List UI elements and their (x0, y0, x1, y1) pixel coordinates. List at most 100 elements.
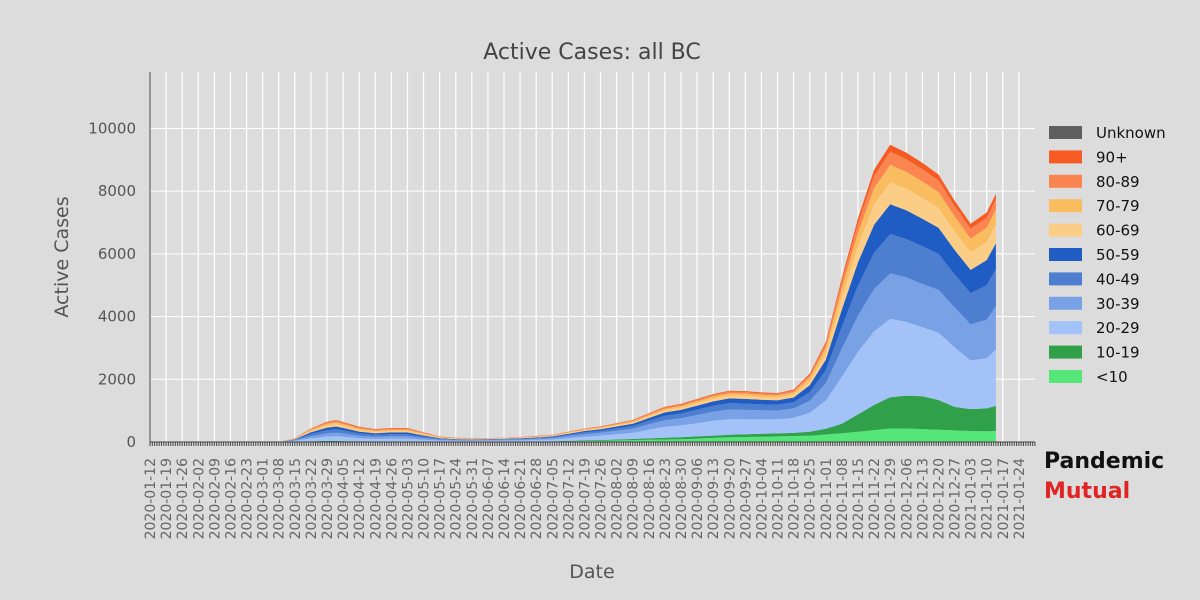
x-tick-label: 2021-01-24 (1012, 458, 1028, 539)
legend-item: 60-69 (1049, 222, 1140, 240)
y-tick-label: 4000 (98, 308, 136, 326)
x-tick-label: 2020-05-10 (417, 458, 433, 539)
x-tick-label: 2020-03-15 (288, 458, 304, 539)
x-tick-label: 2020-08-09 (626, 458, 642, 539)
x-tick-label: 2020-06-07 (481, 458, 497, 539)
x-tick-label: 2020-05-03 (401, 458, 417, 539)
x-tick-label: 2020-05-24 (449, 458, 465, 539)
legend-label: 40-49 (1096, 270, 1140, 288)
x-tick-label: 2020-08-30 (674, 458, 690, 539)
area-series (278, 204, 996, 442)
x-tick-label: 2020-03-29 (320, 458, 336, 539)
area-series (278, 164, 996, 443)
legend-item: 40-49 (1049, 270, 1140, 288)
x-ticks: 2020-01-12 2020-01-19 2020-01-26 2020-02-02… (143, 458, 1028, 539)
legend-swatch (1049, 370, 1082, 383)
legend-swatch (1049, 321, 1082, 335)
x-tick-label: 2020-02-16 (224, 458, 240, 539)
x-axis-label: Date (569, 561, 614, 583)
x-tick-label: 2020-12-27 (948, 458, 964, 539)
legend-swatch (1049, 248, 1082, 261)
area-series (278, 151, 996, 442)
legend-label: 30-39 (1096, 295, 1140, 313)
x-tick-label: 2020-03-22 (304, 458, 320, 539)
legend-swatch (1049, 223, 1082, 237)
legend-label: Unknown (1096, 124, 1166, 142)
legend-label: <10 (1096, 368, 1128, 386)
x-tick-label: 2020-05-31 (465, 458, 481, 539)
x-tick-label: 2020-12-20 (932, 458, 948, 539)
brand-pandemic: Pandemic (1044, 449, 1165, 474)
area-series (278, 318, 996, 442)
x-tick-label: 2020-10-18 (787, 458, 803, 539)
legend-item: 30-39 (1049, 295, 1140, 313)
x-tick-label: 2020-02-23 (240, 458, 256, 539)
x-tick-label: 2020-04-26 (384, 458, 400, 539)
legend-swatch (1049, 150, 1082, 164)
legend-item: 50-59 (1049, 246, 1140, 264)
x-tick-label: 2020-03-08 (272, 458, 288, 539)
x-tick-label: 2020-06-14 (497, 458, 513, 539)
x-tick-label: 2020-06-28 (529, 458, 545, 539)
chart-title: Active Cases: all BC (483, 40, 701, 65)
legend-swatch (1049, 345, 1082, 359)
y-axis-label: Active Cases (51, 196, 73, 317)
x-tick-label: 2020-04-12 (352, 458, 368, 539)
y-tick-label: 2000 (98, 370, 136, 388)
stacked-areas (278, 144, 996, 443)
x-tick-label: 2020-10-11 (771, 458, 787, 539)
legend-label: 90+ (1096, 148, 1128, 166)
area-series (278, 182, 996, 442)
x-tick-label: 2020-12-13 (915, 458, 931, 539)
x-tick-label: 2020-10-04 (755, 458, 771, 539)
y-tick-label: 6000 (98, 245, 136, 263)
legend-label: 60-69 (1096, 222, 1140, 240)
x-tick-label: 2020-07-19 (578, 458, 594, 539)
area-series (278, 234, 996, 442)
legend-swatch (1049, 126, 1082, 139)
x-tick-label: 2020-01-12 (143, 458, 159, 539)
x-tick-label: 2020-08-23 (658, 458, 674, 539)
x-tick-label: 2020-02-09 (207, 458, 223, 539)
x-tick-label: 2021-01-03 (964, 458, 980, 539)
x-tick-label: 2020-09-20 (722, 458, 738, 539)
legend-item: <10 (1049, 368, 1128, 386)
x-tick-label: 2020-06-21 (513, 458, 529, 539)
area-series (278, 395, 996, 442)
legend-swatch (1049, 296, 1082, 310)
x-tick-label: 2020-11-15 (851, 458, 867, 539)
x-tick-label: 2020-09-06 (690, 458, 706, 539)
x-tick-label: 2021-01-17 (996, 458, 1012, 539)
x-tick-label: 2020-09-13 (706, 458, 722, 539)
area-series (278, 273, 996, 442)
x-tick-label: 2021-01-10 (980, 458, 996, 539)
x-tick-label: 2020-07-26 (594, 458, 610, 539)
legend-label: 50-59 (1096, 246, 1140, 264)
legend-swatch (1049, 174, 1082, 188)
x-tick-label: 2020-11-29 (883, 458, 899, 539)
x-tick-label: 2020-11-22 (867, 458, 883, 539)
x-tick-label: 2020-08-02 (610, 458, 626, 539)
x-tick-label: 2020-01-19 (159, 458, 175, 539)
x-tick-label: 2020-02-02 (191, 458, 207, 539)
legend-swatch (1049, 199, 1082, 213)
x-tick-label: 2020-04-19 (368, 458, 384, 539)
legend-label: 20-29 (1096, 319, 1140, 337)
legend-swatch (1049, 272, 1082, 286)
legend-label: 10-19 (1096, 344, 1140, 362)
x-tick-label: 2020-11-08 (835, 458, 851, 539)
brand-mutual: Mutual (1044, 479, 1131, 504)
x-tick-label: 2020-08-16 (642, 458, 658, 539)
x-tick-label: 2020-01-26 (175, 458, 191, 539)
y-ticks: 0 2000 4000 6000 8000 10000 (88, 119, 136, 451)
x-tick-label: 2020-03-01 (256, 458, 272, 539)
legend-label: 80-89 (1096, 173, 1140, 191)
x-tick-label: 2020-07-05 (545, 458, 561, 539)
legend-item: 90+ (1049, 148, 1128, 166)
legend-item: 80-89 (1049, 173, 1140, 191)
x-tick-label: 2020-07-12 (561, 458, 577, 539)
y-tick-label: 8000 (98, 182, 136, 200)
legend-item: 20-29 (1049, 319, 1140, 337)
x-tick-label: 2020-05-17 (433, 458, 449, 539)
x-tick-label: 2020-12-06 (899, 458, 915, 539)
